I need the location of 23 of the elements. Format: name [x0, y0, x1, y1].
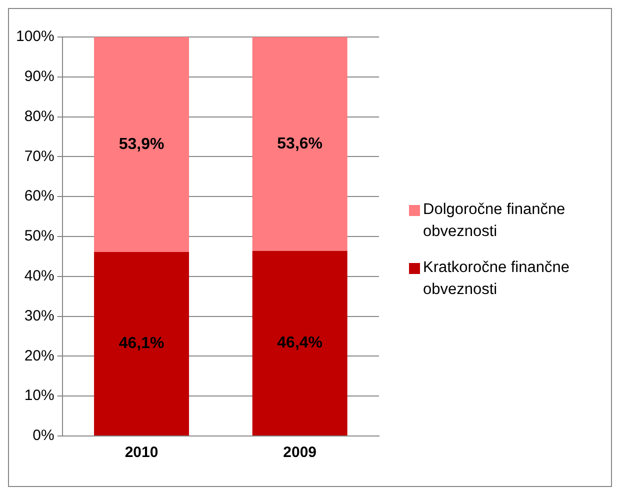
y-tick-label: 100%	[16, 28, 54, 46]
y-tick-label: 50%	[24, 228, 54, 245]
data-label: 46,4%	[277, 334, 323, 352]
bar	[94, 252, 190, 436]
y-tick-label: 0%	[32, 427, 54, 444]
y-tick-label: 30%	[24, 307, 54, 324]
y-tick-label: 70%	[24, 148, 54, 165]
x-tick-label: 2010	[124, 444, 158, 462]
x-tick-label: 2009	[283, 444, 317, 462]
bar	[252, 37, 348, 251]
data-label: 53,6%	[277, 135, 323, 152]
y-tick-label: 60%	[24, 188, 54, 205]
y-tick-label: 40%	[24, 268, 54, 285]
data-label: 46,1%	[118, 335, 164, 352]
legend-label: Dolgoročne finančne obveznosti	[423, 200, 566, 242]
y-tick-label: 90%	[24, 68, 54, 86]
bar	[252, 250, 348, 436]
y-tick-label: 80%	[24, 108, 54, 125]
y-tick-label: 20%	[24, 347, 54, 364]
bar	[94, 37, 190, 252]
legend-label: Kratkoročne finančne obveznosti	[423, 258, 570, 300]
y-tick-label: 10%	[24, 387, 54, 404]
data-label: 53,9%	[118, 136, 164, 153]
